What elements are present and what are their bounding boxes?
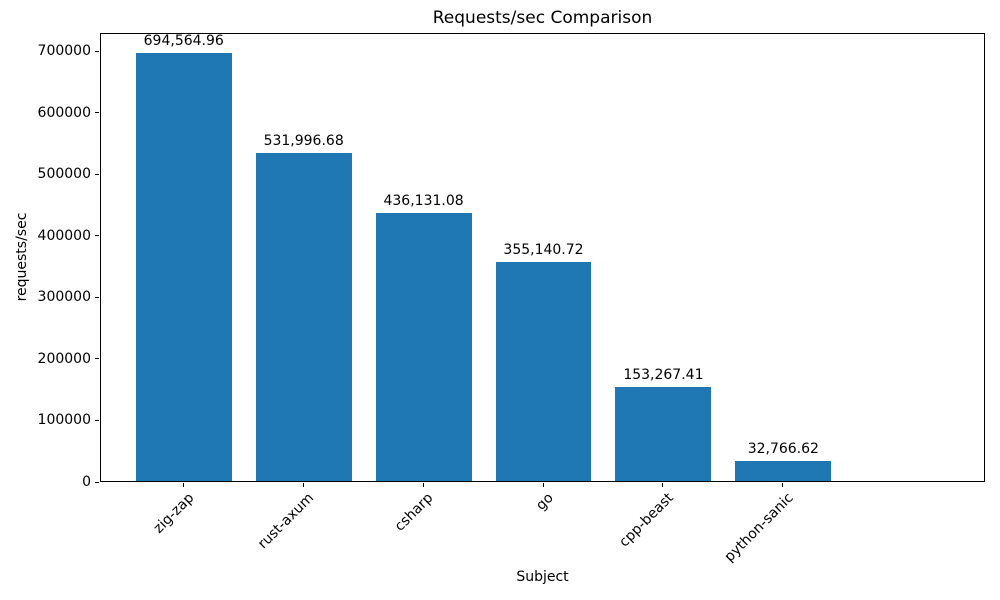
y-tick-mark <box>95 235 99 237</box>
y-tick-mark <box>95 112 99 114</box>
y-tick-mark <box>95 358 99 360</box>
bar-value-label: 531,996.68 <box>263 133 344 150</box>
bar-value-label: 436,131.08 <box>383 192 464 209</box>
y-tick-label: 0 <box>82 474 91 490</box>
bar-go <box>495 262 592 481</box>
x-tick-mark <box>542 483 544 487</box>
plot-area: 694,564.96 531,996.68 436,131.08 355,140.72… <box>100 33 985 482</box>
y-tick-mark <box>95 419 99 421</box>
y-tick-mark <box>95 50 99 52</box>
x-axis-label: Subject <box>516 569 569 585</box>
bar-csharp <box>375 212 472 481</box>
bar-zig-zap <box>135 53 232 481</box>
bar-value-label: 32,766.62 <box>747 440 819 457</box>
y-tick-label: 500000 <box>37 166 91 183</box>
x-tick-label-python-sanic: python-sanic <box>625 490 796 565</box>
x-tick-mark <box>182 483 184 487</box>
y-tick-mark <box>95 296 99 298</box>
y-tick-mark <box>95 173 99 175</box>
y-tick-label: 100000 <box>37 412 91 429</box>
y-tick-label: 400000 <box>37 227 91 244</box>
bar-rust-axum <box>255 153 352 481</box>
x-tick-mark <box>302 483 304 487</box>
y-tick-label: 700000 <box>37 43 91 60</box>
chart-title: Requests/sec Comparison <box>432 8 653 28</box>
bar-value-label: 153,267.41 <box>623 366 704 383</box>
x-tick-mark <box>422 483 424 487</box>
bar-python-sanic <box>735 460 832 481</box>
x-tick-mark <box>782 483 784 487</box>
x-tick-mark <box>662 483 664 487</box>
y-tick-label: 300000 <box>37 289 91 306</box>
y-axis-label: requests/sec <box>14 212 30 302</box>
bar-value-label: 694,564.96 <box>143 33 224 50</box>
y-tick-mark <box>95 481 99 483</box>
y-tick-label: 600000 <box>37 104 91 121</box>
x-tick-label-text: python-sanic <box>721 490 797 566</box>
y-tick-label: 200000 <box>37 350 91 367</box>
bar-value-label: 355,140.72 <box>503 242 584 259</box>
bar-cpp-beast <box>615 386 712 481</box>
